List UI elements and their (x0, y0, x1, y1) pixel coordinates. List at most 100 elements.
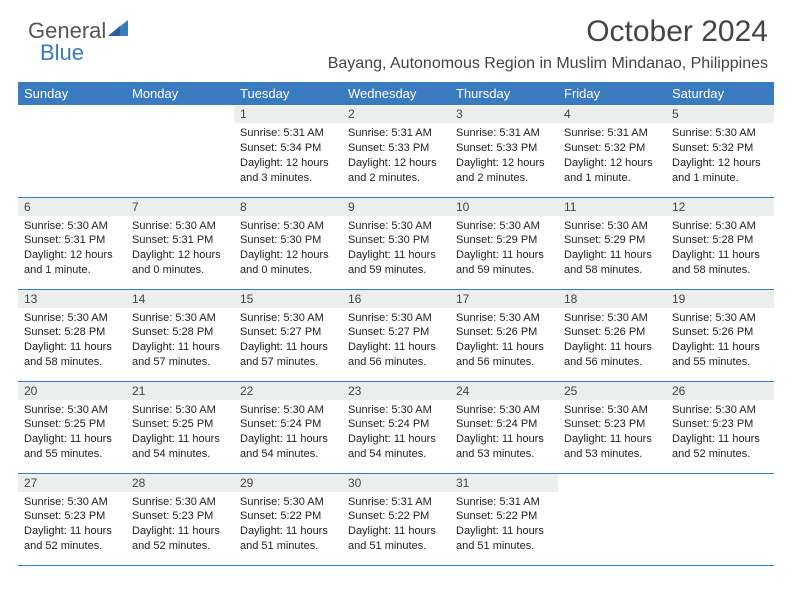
sunset-text: Sunset: 5:28 PM (132, 325, 228, 340)
calendar-table: Sunday Monday Tuesday Wednesday Thursday… (18, 82, 774, 566)
sunrise-text: Sunrise: 5:30 AM (564, 311, 660, 326)
day-number: 7 (126, 198, 234, 216)
sunset-text: Sunset: 5:26 PM (456, 325, 552, 340)
day-number: 4 (558, 105, 666, 123)
day-body: Sunrise: 5:30 AMSunset: 5:30 PMDaylight:… (234, 216, 342, 282)
sunrise-text: Sunrise: 5:30 AM (132, 495, 228, 510)
sunset-text: Sunset: 5:27 PM (348, 325, 444, 340)
calendar-cell: 9Sunrise: 5:30 AMSunset: 5:30 PMDaylight… (342, 197, 450, 289)
calendar-cell: 6Sunrise: 5:30 AMSunset: 5:31 PMDaylight… (18, 197, 126, 289)
daylight-text: Daylight: 11 hours and 52 minutes. (672, 432, 768, 462)
sunset-text: Sunset: 5:23 PM (132, 509, 228, 524)
calendar-row: 20Sunrise: 5:30 AMSunset: 5:25 PMDayligh… (18, 381, 774, 473)
weekday-header-row: Sunday Monday Tuesday Wednesday Thursday… (18, 82, 774, 105)
sunset-text: Sunset: 5:30 PM (240, 233, 336, 248)
day-body: Sunrise: 5:30 AMSunset: 5:32 PMDaylight:… (666, 123, 774, 189)
day-body: Sunrise: 5:31 AMSunset: 5:22 PMDaylight:… (450, 492, 558, 558)
calendar-cell: 16Sunrise: 5:30 AMSunset: 5:27 PMDayligh… (342, 289, 450, 381)
calendar-cell: 24Sunrise: 5:30 AMSunset: 5:24 PMDayligh… (450, 381, 558, 473)
day-body: Sunrise: 5:30 AMSunset: 5:26 PMDaylight:… (450, 308, 558, 374)
day-body: Sunrise: 5:30 AMSunset: 5:29 PMDaylight:… (450, 216, 558, 282)
daylight-text: Daylight: 12 hours and 2 minutes. (456, 156, 552, 186)
calendar-cell (558, 473, 666, 565)
sunrise-text: Sunrise: 5:30 AM (348, 403, 444, 418)
day-number: 29 (234, 474, 342, 492)
logo-triangle-icon (108, 20, 128, 36)
calendar-cell: 27Sunrise: 5:30 AMSunset: 5:23 PMDayligh… (18, 473, 126, 565)
daylight-text: Daylight: 11 hours and 55 minutes. (24, 432, 120, 462)
sunrise-text: Sunrise: 5:30 AM (348, 219, 444, 234)
sunset-text: Sunset: 5:26 PM (672, 325, 768, 340)
day-number: 20 (18, 382, 126, 400)
sunrise-text: Sunrise: 5:30 AM (672, 219, 768, 234)
day-number: 2 (342, 105, 450, 123)
day-number: 18 (558, 290, 666, 308)
day-body: Sunrise: 5:30 AMSunset: 5:24 PMDaylight:… (342, 400, 450, 466)
calendar-cell: 28Sunrise: 5:30 AMSunset: 5:23 PMDayligh… (126, 473, 234, 565)
sunset-text: Sunset: 5:28 PM (672, 233, 768, 248)
calendar-row: 6Sunrise: 5:30 AMSunset: 5:31 PMDaylight… (18, 197, 774, 289)
day-number: 27 (18, 474, 126, 492)
sunrise-text: Sunrise: 5:30 AM (240, 403, 336, 418)
sunset-text: Sunset: 5:24 PM (348, 417, 444, 432)
daylight-text: Daylight: 12 hours and 3 minutes. (240, 156, 336, 186)
day-body: Sunrise: 5:30 AMSunset: 5:28 PMDaylight:… (126, 308, 234, 374)
sunrise-text: Sunrise: 5:30 AM (456, 403, 552, 418)
day-body: Sunrise: 5:30 AMSunset: 5:24 PMDaylight:… (450, 400, 558, 466)
day-number: 9 (342, 198, 450, 216)
sunrise-text: Sunrise: 5:30 AM (132, 403, 228, 418)
daylight-text: Daylight: 11 hours and 59 minutes. (456, 248, 552, 278)
sunset-text: Sunset: 5:32 PM (672, 141, 768, 156)
day-body: Sunrise: 5:30 AMSunset: 5:22 PMDaylight:… (234, 492, 342, 558)
calendar-cell: 11Sunrise: 5:30 AMSunset: 5:29 PMDayligh… (558, 197, 666, 289)
sunset-text: Sunset: 5:29 PM (456, 233, 552, 248)
daylight-text: Daylight: 11 hours and 51 minutes. (348, 524, 444, 554)
sunset-text: Sunset: 5:29 PM (564, 233, 660, 248)
calendar-cell: 26Sunrise: 5:30 AMSunset: 5:23 PMDayligh… (666, 381, 774, 473)
calendar-cell: 3Sunrise: 5:31 AMSunset: 5:33 PMDaylight… (450, 105, 558, 197)
day-number: 14 (126, 290, 234, 308)
calendar-cell: 14Sunrise: 5:30 AMSunset: 5:28 PMDayligh… (126, 289, 234, 381)
day-number: 6 (18, 198, 126, 216)
sunrise-text: Sunrise: 5:30 AM (456, 219, 552, 234)
weekday-header: Tuesday (234, 82, 342, 105)
day-body: Sunrise: 5:30 AMSunset: 5:23 PMDaylight:… (558, 400, 666, 466)
sunset-text: Sunset: 5:22 PM (456, 509, 552, 524)
sunrise-text: Sunrise: 5:30 AM (672, 126, 768, 141)
day-number: 8 (234, 198, 342, 216)
day-number: 5 (666, 105, 774, 123)
sunset-text: Sunset: 5:24 PM (456, 417, 552, 432)
day-number: 22 (234, 382, 342, 400)
sunrise-text: Sunrise: 5:30 AM (24, 495, 120, 510)
day-body: Sunrise: 5:30 AMSunset: 5:30 PMDaylight:… (342, 216, 450, 282)
sunset-text: Sunset: 5:24 PM (240, 417, 336, 432)
day-body: Sunrise: 5:31 AMSunset: 5:34 PMDaylight:… (234, 123, 342, 189)
day-number: 21 (126, 382, 234, 400)
calendar-cell (666, 473, 774, 565)
daylight-text: Daylight: 11 hours and 57 minutes. (240, 340, 336, 370)
daylight-text: Daylight: 12 hours and 1 minute. (672, 156, 768, 186)
daylight-text: Daylight: 11 hours and 58 minutes. (564, 248, 660, 278)
sunrise-text: Sunrise: 5:30 AM (132, 219, 228, 234)
daylight-text: Daylight: 11 hours and 53 minutes. (564, 432, 660, 462)
day-number: 13 (18, 290, 126, 308)
sunset-text: Sunset: 5:26 PM (564, 325, 660, 340)
weekday-header: Wednesday (342, 82, 450, 105)
weekday-header: Friday (558, 82, 666, 105)
daylight-text: Daylight: 11 hours and 57 minutes. (132, 340, 228, 370)
calendar-row: 1Sunrise: 5:31 AMSunset: 5:34 PMDaylight… (18, 105, 774, 197)
calendar-cell: 13Sunrise: 5:30 AMSunset: 5:28 PMDayligh… (18, 289, 126, 381)
day-number: 28 (126, 474, 234, 492)
sunrise-text: Sunrise: 5:30 AM (348, 311, 444, 326)
day-number: 16 (342, 290, 450, 308)
day-body: Sunrise: 5:30 AMSunset: 5:28 PMDaylight:… (18, 308, 126, 374)
calendar-cell: 4Sunrise: 5:31 AMSunset: 5:32 PMDaylight… (558, 105, 666, 197)
calendar-cell: 12Sunrise: 5:30 AMSunset: 5:28 PMDayligh… (666, 197, 774, 289)
sunset-text: Sunset: 5:28 PM (24, 325, 120, 340)
day-number: 10 (450, 198, 558, 216)
daylight-text: Daylight: 12 hours and 1 minute. (564, 156, 660, 186)
day-body: Sunrise: 5:30 AMSunset: 5:23 PMDaylight:… (18, 492, 126, 558)
day-number: 11 (558, 198, 666, 216)
calendar-row: 13Sunrise: 5:30 AMSunset: 5:28 PMDayligh… (18, 289, 774, 381)
sunset-text: Sunset: 5:32 PM (564, 141, 660, 156)
